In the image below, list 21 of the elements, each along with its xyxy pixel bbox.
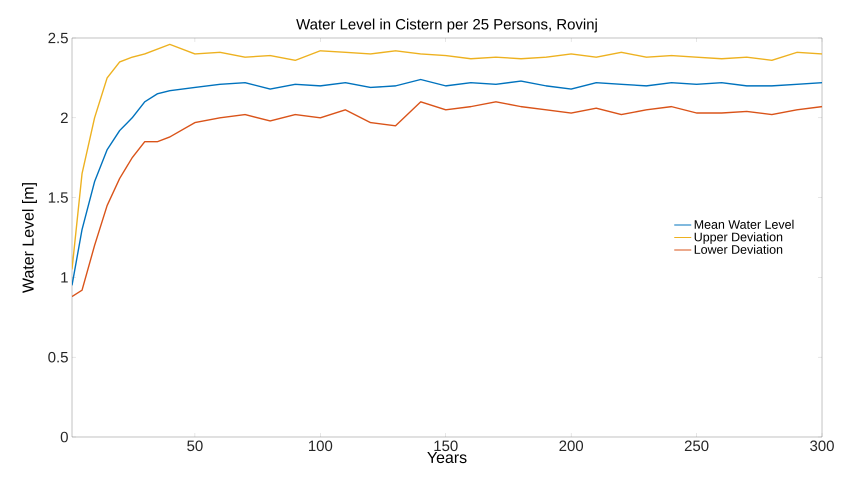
y-tick-label: 2 (60, 112, 68, 124)
x-tick-label: 150 (434, 440, 458, 452)
legend-label: Mean Water Level (694, 220, 794, 229)
chart-title: Water Level in Cistern per 25 Persons, Rovinj (296, 18, 597, 32)
y-tick-label: 0.5 (48, 352, 68, 362)
legend-label: Upper Deviation (694, 232, 782, 244)
x-axis-title: Years (427, 452, 467, 464)
line-series (72, 78, 822, 286)
x-tick-label: 50 (187, 440, 203, 452)
line-series (72, 44, 822, 270)
y-tick-label: 0 (60, 432, 68, 442)
y-tick-label: 1.5 (48, 192, 68, 203)
x-tick-label: 250 (684, 440, 708, 452)
y-tick-label: 1 (61, 272, 68, 283)
line-series (72, 101, 822, 298)
x-tick-label: 100 (309, 440, 332, 452)
x-tick-label: 200 (559, 440, 584, 452)
y-axis-title: Water Level [m] (22, 183, 37, 293)
legend-label: Lower Deviation (694, 244, 782, 254)
x-tick-label: 300 (810, 440, 834, 452)
y-tick-label: 2.5 (48, 32, 68, 44)
